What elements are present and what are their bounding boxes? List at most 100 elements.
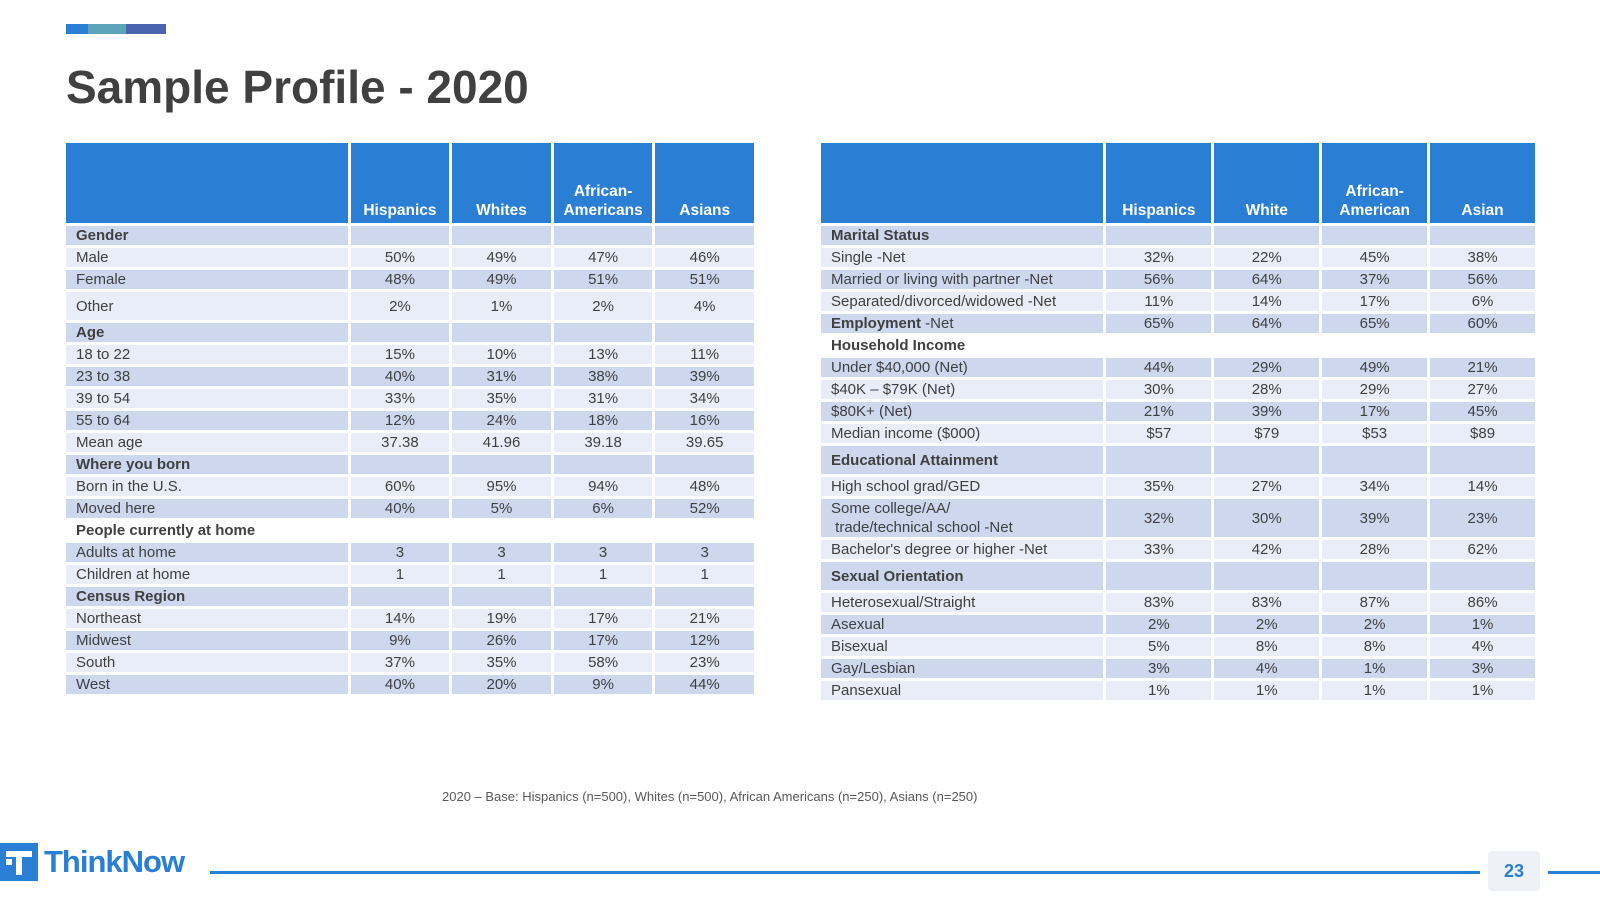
- table-cell: 24%: [452, 411, 551, 430]
- left-profile-table: Hispanics Whites African- Americans Asians …: [63, 140, 757, 697]
- table-cell: 5%: [1106, 637, 1212, 656]
- row-label: High school grad/GED: [821, 477, 1104, 496]
- row-label: 39 to 54: [66, 389, 348, 408]
- table-cell: 6%: [553, 499, 653, 518]
- section-row: Marital Status: [821, 226, 1535, 245]
- row-label: Pansexual: [821, 681, 1104, 700]
- row-label: Under $40,000 (Net): [821, 358, 1104, 377]
- table-cell: 1: [655, 565, 754, 584]
- table-row: Heterosexual/Straight 83% 83% 87% 86%: [821, 593, 1535, 612]
- table-cell: 1%: [1430, 681, 1535, 700]
- section-row: Age: [66, 323, 754, 342]
- logo-text: ThinkNow: [44, 844, 185, 879]
- table-cell: 3: [655, 543, 754, 562]
- table-cell: 4%: [1430, 637, 1535, 656]
- table-cell: [655, 587, 754, 606]
- column-header: White: [1214, 143, 1320, 223]
- table-cell: [553, 455, 653, 474]
- table-cell: 26%: [452, 631, 551, 650]
- column-header: African- Americans: [553, 143, 653, 223]
- table-row: South 37% 35% 58% 23%: [66, 653, 754, 672]
- table-cell: 6%: [1430, 292, 1535, 311]
- table-cell: [655, 226, 754, 245]
- table-cell: 56%: [1430, 270, 1535, 289]
- table-cell: 1: [553, 565, 653, 584]
- table-cell: 34%: [655, 389, 754, 408]
- table-cell: [553, 323, 653, 342]
- table-cell: 5%: [452, 499, 551, 518]
- thinknow-logo-icon: [0, 843, 38, 881]
- table-cell: 2%: [1322, 615, 1428, 634]
- table-cell: 48%: [655, 477, 754, 496]
- table-cell: 12%: [655, 631, 754, 650]
- table-cell: 21%: [1106, 402, 1212, 421]
- row-label: Sexual Orientation: [821, 562, 1104, 590]
- table-cell: [1214, 226, 1320, 245]
- table-cell: 4%: [655, 292, 754, 320]
- table-row: 55 to 64 12% 24% 18% 16%: [66, 411, 754, 430]
- table-cell: 4%: [1214, 659, 1320, 678]
- row-label: Employment -Net: [821, 314, 1104, 333]
- page-number: 23: [1488, 851, 1540, 891]
- table-cell: [1322, 336, 1428, 355]
- table-cell: 51%: [553, 270, 653, 289]
- section-row: Where you born: [66, 455, 754, 474]
- table-cell: 31%: [452, 367, 551, 386]
- table-cell: 34%: [1322, 477, 1428, 496]
- table-cell: $89: [1430, 424, 1535, 443]
- table-cell: 48%: [350, 270, 450, 289]
- row-label: Female: [66, 270, 348, 289]
- table-cell: [1214, 336, 1320, 355]
- row-label: Heterosexual/Straight: [821, 593, 1104, 612]
- section-row: Household Income: [821, 336, 1535, 355]
- row-label: Where you born: [66, 455, 348, 474]
- table-cell: [553, 226, 653, 245]
- row-label: $40K – $79K (Net): [821, 380, 1104, 399]
- table-cell: 46%: [655, 248, 754, 267]
- table-cell: 1%: [1430, 615, 1535, 634]
- table-cell: 86%: [1430, 593, 1535, 612]
- table-cell: $53: [1322, 424, 1428, 443]
- table-cell: 1%: [1106, 681, 1212, 700]
- table-row: Married or living with partner -Net 56% 64…: [821, 270, 1535, 289]
- right-profile-table: Hispanics White African- American Asian Mar…: [818, 140, 1538, 703]
- table-cell: 83%: [1106, 593, 1212, 612]
- table-cell: 33%: [1106, 540, 1212, 559]
- table-cell: 65%: [1106, 314, 1212, 333]
- column-header: Asian: [1430, 143, 1535, 223]
- table-row: Male 50% 49% 47% 46%: [66, 248, 754, 267]
- table-cell: [1430, 336, 1535, 355]
- table-cell: 83%: [1214, 593, 1320, 612]
- table-row: 18 to 22 15% 10% 13% 11%: [66, 345, 754, 364]
- table-cell: 1: [452, 565, 551, 584]
- table-cell: [350, 455, 450, 474]
- table-row: Other 2% 1% 2% 4%: [66, 292, 754, 320]
- table-cell: 31%: [553, 389, 653, 408]
- table-row: Born in the U.S. 60% 95% 94% 48%: [66, 477, 754, 496]
- table-cell: [655, 455, 754, 474]
- row-label: 55 to 64: [66, 411, 348, 430]
- table-row: Children at home 1 1 1 1: [66, 565, 754, 584]
- table-row: West 40% 20% 9% 44%: [66, 675, 754, 694]
- table-cell: 87%: [1322, 593, 1428, 612]
- table-cell: 41.96: [452, 433, 551, 452]
- row-label: Bachelor's degree or higher -Net: [821, 540, 1104, 559]
- table-row: Employment -Net 65% 64% 65% 60%: [821, 314, 1535, 333]
- table-cell: 37%: [350, 653, 450, 672]
- table-cell: 8%: [1322, 637, 1428, 656]
- table-row: Midwest 9% 26% 17% 12%: [66, 631, 754, 650]
- table-cell: 3%: [1430, 659, 1535, 678]
- table-cell: 10%: [452, 345, 551, 364]
- header-cell-blank: [821, 143, 1104, 223]
- row-label: Separated/divorced/widowed -Net: [821, 292, 1104, 311]
- table-row: Female 48% 49% 51% 51%: [66, 270, 754, 289]
- table-cell: 44%: [1106, 358, 1212, 377]
- table-cell: $57: [1106, 424, 1212, 443]
- table-row: $80K+ (Net) 21% 39% 17% 45%: [821, 402, 1535, 421]
- table-cell: 35%: [452, 653, 551, 672]
- table-cell: 49%: [1322, 358, 1428, 377]
- table-cell: 39%: [655, 367, 754, 386]
- row-label: Census Region: [66, 587, 348, 606]
- table-row: Moved here 40% 5% 6% 52%: [66, 499, 754, 518]
- table-cell: 52%: [655, 499, 754, 518]
